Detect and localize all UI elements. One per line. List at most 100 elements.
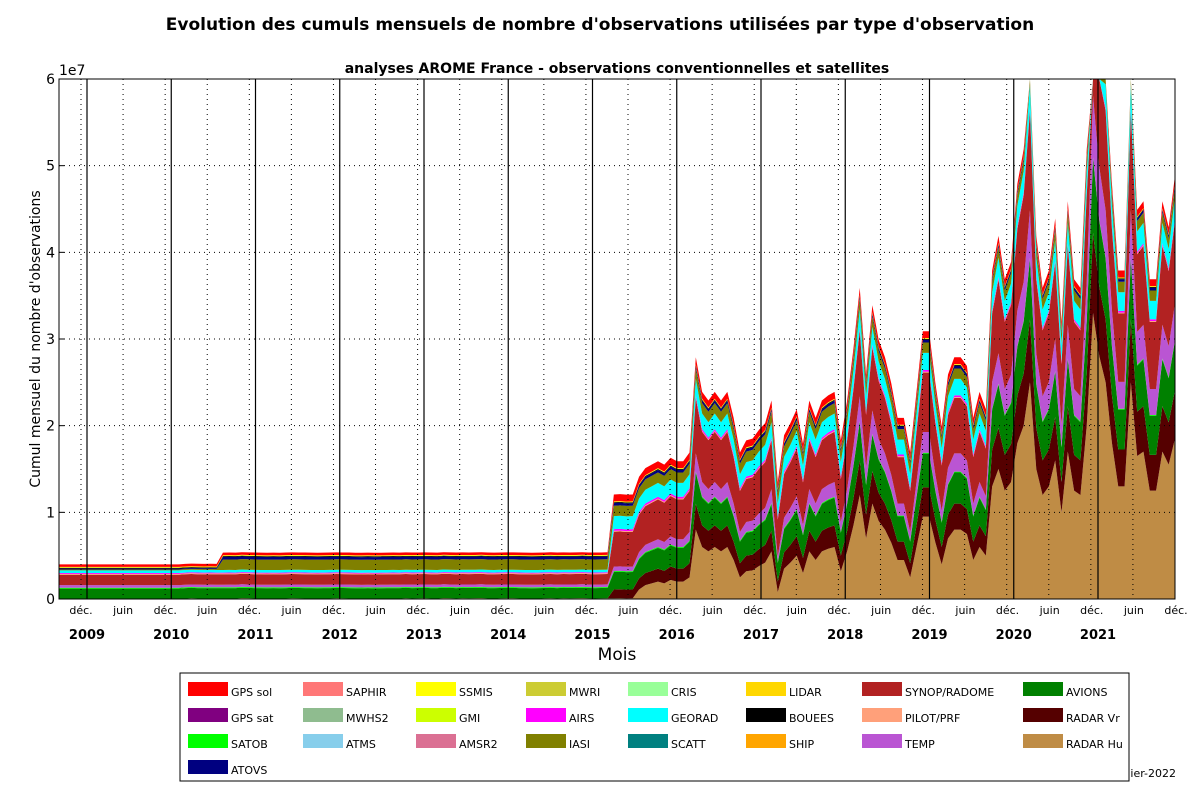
legend: GPS sol SAPHIR SSMIS MWRI CRIS LIDAR SYNOP/RAD… bbox=[179, 672, 1130, 782]
legend-swatch bbox=[862, 708, 902, 722]
legend-label: LIDAR bbox=[789, 686, 822, 699]
x-year-label: 2016 bbox=[659, 628, 695, 643]
legend-label: IASI bbox=[569, 738, 590, 751]
legend-swatch bbox=[628, 708, 668, 722]
legend-swatch bbox=[303, 708, 343, 722]
legend-swatch bbox=[188, 682, 228, 696]
legend-label: GPS sat bbox=[231, 712, 274, 725]
x-month-label: juin bbox=[281, 604, 302, 617]
legend-swatch bbox=[862, 734, 902, 748]
legend-label: AIRS bbox=[569, 712, 594, 725]
x-month-label: juin bbox=[954, 604, 975, 617]
legend-label: GEORAD bbox=[671, 712, 718, 725]
legend-label: BOUEES bbox=[789, 712, 834, 725]
x-month-label: déc. bbox=[1080, 604, 1103, 617]
legend-label: MWHS2 bbox=[346, 712, 389, 725]
x-month-label: juin bbox=[702, 604, 723, 617]
legend-label: SAPHIR bbox=[346, 686, 387, 699]
legend-swatch bbox=[628, 734, 668, 748]
legend-swatch bbox=[526, 708, 566, 722]
legend-swatch bbox=[303, 734, 343, 748]
x-month-label: déc. bbox=[491, 604, 514, 617]
x-year-label: 2009 bbox=[69, 628, 105, 643]
y-tick-label: 0 bbox=[46, 592, 55, 608]
legend-label: GMI bbox=[459, 712, 480, 725]
x-month-label: juin bbox=[449, 604, 470, 617]
legend-label: SCATT bbox=[671, 738, 706, 751]
y-tick-label: 6 bbox=[46, 72, 55, 88]
legend-swatch bbox=[628, 682, 668, 696]
x-month-label: déc. bbox=[912, 604, 935, 617]
y-tick-label: 5 bbox=[46, 159, 55, 175]
x-axis: déc. juin déc. juin déc. juin déc. juin déc. juin… bbox=[69, 604, 1188, 643]
x-month-label: déc. bbox=[827, 604, 850, 617]
legend-label: CRIS bbox=[671, 686, 697, 699]
x-year-label: 2021 bbox=[1080, 628, 1116, 643]
footer-date: ier-2022 bbox=[1130, 767, 1176, 780]
x-year-label: 2014 bbox=[490, 628, 526, 643]
chart-subtitle: analyses AROME France - observations con… bbox=[345, 61, 890, 77]
y-tick-label: 2 bbox=[46, 419, 55, 435]
x-month-label: déc. bbox=[575, 604, 598, 617]
x-month-label: juin bbox=[786, 604, 807, 617]
legend-label: RADAR Hu bbox=[1066, 738, 1123, 751]
legend-swatch bbox=[1023, 682, 1063, 696]
x-month-label: déc. bbox=[743, 604, 766, 617]
x-year-label: 2018 bbox=[827, 628, 863, 643]
x-month-label: juin bbox=[1123, 604, 1144, 617]
legend-swatch bbox=[526, 734, 566, 748]
legend-swatch bbox=[862, 682, 902, 696]
legend-swatch bbox=[526, 682, 566, 696]
x-year-label: 2015 bbox=[574, 628, 610, 643]
legend-swatch bbox=[416, 682, 456, 696]
legend-label: TEMP bbox=[904, 738, 935, 751]
legend-swatch bbox=[188, 708, 228, 722]
x-month-label: juin bbox=[533, 604, 554, 617]
x-month-label: juin bbox=[617, 604, 638, 617]
plot-area bbox=[59, 79, 1175, 600]
legend-label: ATOVS bbox=[231, 764, 267, 777]
legend-swatch bbox=[416, 734, 456, 748]
series-area-radar-hu bbox=[59, 313, 1175, 599]
x-month-label: déc. bbox=[659, 604, 682, 617]
x-year-label: 2017 bbox=[743, 628, 779, 643]
legend-label: ATMS bbox=[346, 738, 376, 751]
legend-swatch bbox=[416, 708, 456, 722]
x-month-label: déc. bbox=[1164, 604, 1187, 617]
x-month-label: déc. bbox=[322, 604, 345, 617]
x-month-label: déc. bbox=[154, 604, 177, 617]
legend-label: SSMIS bbox=[459, 686, 493, 699]
x-year-label: 2011 bbox=[237, 628, 273, 643]
x-month-label: juin bbox=[196, 604, 217, 617]
legend-swatch bbox=[746, 708, 786, 722]
legend-swatch bbox=[188, 734, 228, 748]
legend-swatch bbox=[1023, 708, 1063, 722]
legend-label: RADAR Vr bbox=[1066, 712, 1120, 725]
legend-label: AMSR2 bbox=[459, 738, 498, 751]
legend-label: SYNOP/RADOME bbox=[905, 686, 994, 699]
series-area-synop-radome bbox=[59, 79, 1175, 586]
x-year-label: 2020 bbox=[996, 628, 1032, 643]
legend-swatch bbox=[1023, 734, 1063, 748]
legend-label: GPS sol bbox=[231, 686, 272, 699]
x-month-label: juin bbox=[112, 604, 133, 617]
x-month-label: juin bbox=[365, 604, 386, 617]
chart-title: Evolution des cumuls mensuels de nombre … bbox=[166, 15, 1034, 35]
y-axis: 0 1 2 3 4 5 6 bbox=[46, 72, 64, 608]
legend-swatch bbox=[188, 760, 228, 774]
legend-label: SHIP bbox=[789, 738, 814, 751]
x-year-label: 2010 bbox=[153, 628, 189, 643]
y-exponent: 1e7 bbox=[59, 63, 85, 79]
legend-swatch bbox=[746, 734, 786, 748]
x-month-label: juin bbox=[870, 604, 891, 617]
legend-label: AVIONS bbox=[1066, 686, 1107, 699]
legend-label: PILOT/PRF bbox=[905, 712, 960, 725]
legend-swatch bbox=[746, 682, 786, 696]
x-axis-label: Mois bbox=[598, 645, 637, 665]
x-year-label: 2019 bbox=[911, 628, 947, 643]
x-year-label: 2012 bbox=[322, 628, 358, 643]
x-month-label: juin bbox=[1039, 604, 1060, 617]
x-year-label: 2013 bbox=[406, 628, 442, 643]
y-axis-label: Cumul mensuel du nombre d'observations bbox=[28, 190, 44, 487]
